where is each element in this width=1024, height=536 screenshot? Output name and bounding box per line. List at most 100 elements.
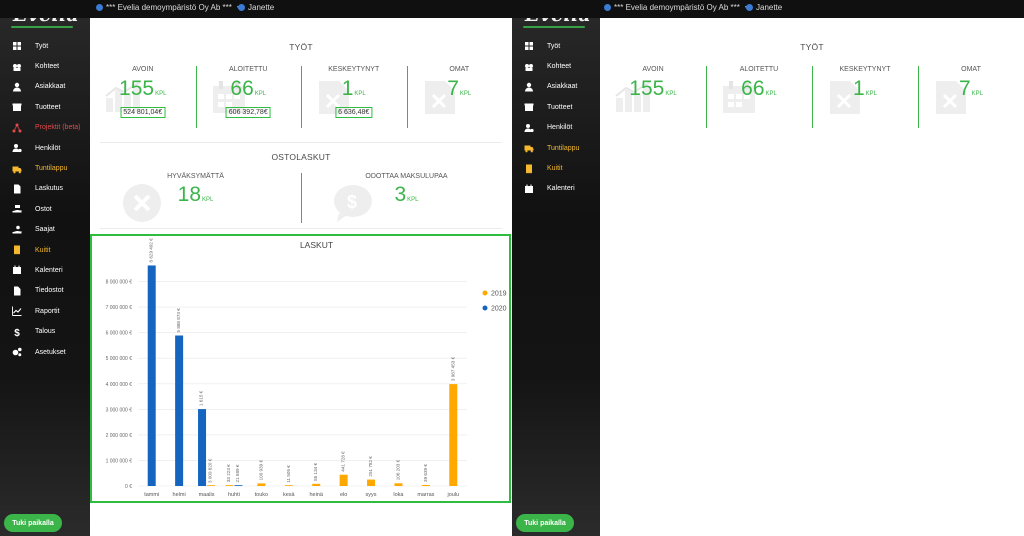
kpi-value: 7KPL <box>958 77 984 100</box>
calendar-icon <box>11 264 23 276</box>
person-icon <box>523 81 535 93</box>
user-menu[interactable]: Janette <box>238 3 274 12</box>
circle-x-icon <box>123 184 161 222</box>
kpi-label: KESKEYTYNYT <box>328 66 380 73</box>
sidebar-item[interactable]: Tuotteet <box>0 97 90 117</box>
kpi-card[interactable]: OMAT 7KPL <box>406 66 513 128</box>
desktop-dashboard-panel: Evelia TyötKohteetAsiakkaatTuotteetProje… <box>0 0 512 536</box>
sidebar-item[interactable]: Tuntilappu <box>0 158 90 178</box>
kpi-label: OMAT <box>449 66 470 73</box>
bar-2019-maalis <box>207 485 216 486</box>
sidebar-item[interactable]: Raportit <box>0 301 90 321</box>
data-label: 5 888 874 € <box>176 308 181 333</box>
sidebar-item[interactable]: Asiakkaat <box>512 77 600 97</box>
ostolasku-card[interactable]: HYVÄKSYMÄTTÄ 18KPL <box>90 173 301 223</box>
company-selector[interactable]: *** Evelia demoympäristö Oy Ab *** ▾ <box>604 3 748 12</box>
dashboard-main: TYÖT AVOIN 155KPL ALOITETTU 66KPL KESKEYTYNY… <box>600 18 1024 536</box>
kpi-card[interactable]: ALOITETTU 66KPL <box>706 66 812 128</box>
kpi-label: ALOITETTU <box>739 66 779 73</box>
sidebar-item[interactable]: Kalenteri <box>512 179 600 199</box>
invoice-icon <box>11 183 23 195</box>
sidebar-item-label: Saajat <box>35 226 55 234</box>
svg-text:$: $ <box>14 328 20 337</box>
bar-2019-loka <box>394 483 403 486</box>
sidebar-item[interactable]: Asetukset <box>0 342 90 362</box>
sidebar-item-label: Työt <box>35 42 49 50</box>
kpi-card[interactable]: ALOITETTU 66KPL 606 392,78€ <box>195 66 302 128</box>
sidebar-item[interactable]: Tuntilappu <box>512 138 600 158</box>
sidebar-item-label: Raportit <box>35 307 60 315</box>
file-x-icon <box>830 81 860 114</box>
y-tick-label: 5 000 000 € <box>106 356 133 362</box>
user-name: Janette <box>756 3 783 12</box>
sidebar: Evelia TyötKohteetAsiakkaatTuotteetHenki… <box>512 0 600 536</box>
receipt-icon <box>523 163 535 175</box>
ostolasku-card[interactable]: $ ODOTTAA MAKSULUPAA 3KPL <box>301 173 512 223</box>
person-cog-icon <box>523 122 535 134</box>
sidebar-item[interactable]: Työt <box>0 36 90 56</box>
file-x-icon <box>936 81 966 114</box>
sidebar-item[interactable]: $ Talous <box>0 321 90 341</box>
company-selector[interactable]: *** Evelia demoympäristö Oy Ab *** ▾ <box>96 3 240 12</box>
support-button[interactable]: Tuki paikalla <box>516 514 574 532</box>
sidebar-item[interactable]: Kuitit <box>512 158 600 178</box>
kpi-card[interactable]: AVOIN 155KPL 524 801,04€ <box>90 66 196 128</box>
company-icon <box>96 4 103 11</box>
legend-marker <box>482 305 488 311</box>
sidebar-item[interactable]: Projektit (beta) <box>0 118 90 138</box>
sidebar-item[interactable]: Työt <box>512 36 600 56</box>
sidebar-item[interactable]: Laskutus <box>0 179 90 199</box>
user-icon <box>238 4 245 11</box>
sidebar-item[interactable]: Saajat <box>0 220 90 240</box>
sidebar-item[interactable]: Kohteet <box>0 56 90 76</box>
kpi-card[interactable]: AVOIN 155KPL <box>600 66 706 128</box>
box-icon <box>11 101 23 113</box>
sidebar-item[interactable]: Henkilöt <box>512 118 600 138</box>
person-icon <box>11 81 23 93</box>
ostolasku-value: 18KPL <box>177 183 214 206</box>
support-button[interactable]: Tuki paikalla <box>4 514 62 532</box>
tyot-kpi-row: AVOIN 155KPL ALOITETTU 66KPL KESKEYTYNYT 1KPL… <box>600 66 1024 128</box>
data-label: 33 223 € <box>226 464 231 482</box>
kpi-value: 66KPL <box>230 77 267 100</box>
x-tick-label: loka <box>393 492 404 498</box>
bar-2019-kesä <box>284 485 293 486</box>
x-tick-label: kesä <box>283 492 296 498</box>
sidebar-item[interactable]: Kuitit <box>0 240 90 260</box>
hand-money-icon <box>11 203 23 215</box>
tyot-title: TYÖT <box>289 42 313 52</box>
sidebar-item-label: Työt <box>547 42 561 50</box>
sidebar-item[interactable]: Asiakkaat <box>0 77 90 97</box>
kpi-card[interactable]: OMAT 7KPL <box>918 66 1024 128</box>
data-label: 3 009 820 € <box>208 458 213 483</box>
user-menu[interactable]: Janette <box>746 3 782 12</box>
sidebar-item[interactable]: Henkilöt <box>0 138 90 158</box>
kpi-value: 1KPL <box>852 77 878 100</box>
kpi-card[interactable]: KESKEYTYNYT 1KPL 6 636,48€ <box>301 66 407 128</box>
kpi-value: 155KPL <box>629 77 677 100</box>
x-tick-label: huhti <box>228 492 240 498</box>
kpi-amount: 606 392,78€ <box>225 107 271 118</box>
speech-dollar-icon: $ <box>334 185 372 222</box>
data-label: 106 203 € <box>395 459 400 480</box>
sidebar-item[interactable]: Tiedostot <box>0 281 90 301</box>
box-icon <box>523 101 535 113</box>
bar-2020-tammi <box>147 265 156 486</box>
sidebar-item[interactable]: Kalenteri <box>0 260 90 280</box>
sidebar-item[interactable]: Ostot <box>0 199 90 219</box>
y-tick-label: 0 € <box>125 484 132 490</box>
sidebar-item-label: Tiedostot <box>35 287 64 295</box>
ostolasku-value: 3KPL <box>394 183 419 206</box>
topbar: *** Evelia demoympäristö Oy Ab *** ▾ Jan… <box>512 0 1024 18</box>
kpi-label: AVOIN <box>642 66 664 73</box>
truck-icon <box>11 163 23 175</box>
x-tick-label: maalis <box>199 492 215 498</box>
sidebar-item[interactable]: Kohteet <box>512 56 600 76</box>
buildings-icon <box>523 61 535 73</box>
sidebar-item[interactable]: Tuotteet <box>512 97 600 117</box>
sidebar-item-label: Kuitit <box>547 165 563 173</box>
bar-2020-huhti <box>234 485 243 486</box>
sidebar-item-label: Asiakkaat <box>547 83 578 91</box>
kpi-card[interactable]: KESKEYTYNYT 1KPL <box>812 66 918 128</box>
legend-label: 2019 <box>491 291 507 298</box>
